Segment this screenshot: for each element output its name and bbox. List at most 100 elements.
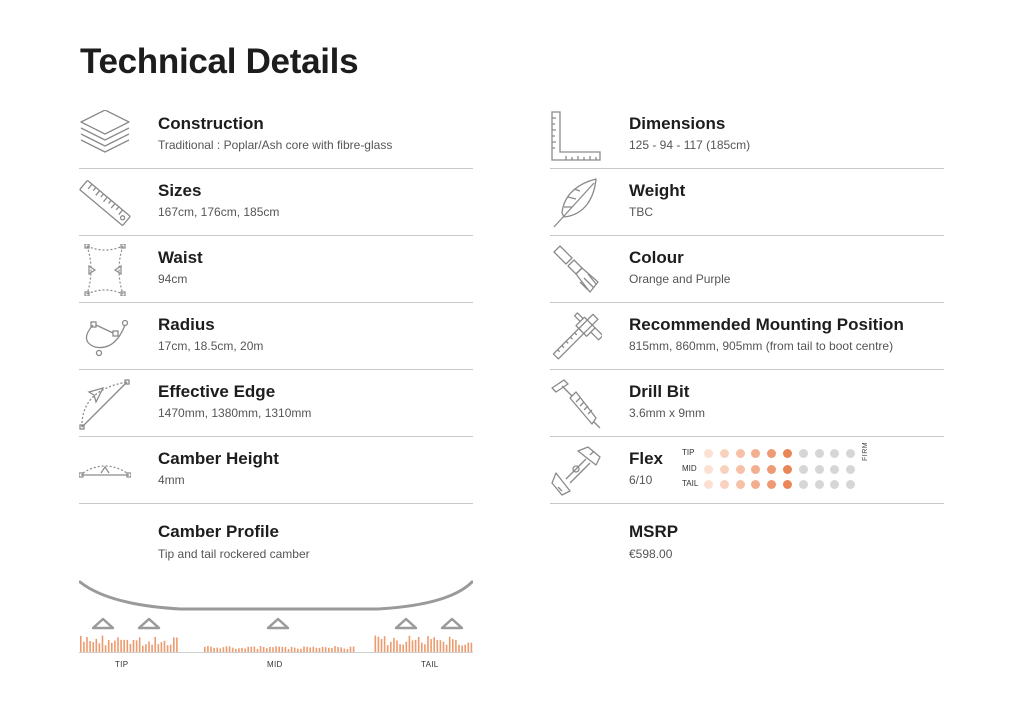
pressure-bar — [154, 636, 156, 652]
pressure-bar — [393, 637, 395, 652]
pressure-bar — [92, 642, 94, 652]
spec-row-construction: Construction Traditional : Poplar/Ash co… — [79, 102, 473, 169]
flex-dot — [751, 480, 761, 489]
spec-label: Colour — [629, 248, 684, 267]
flex-row-label: MID — [682, 463, 697, 473]
spec-label: Construction — [158, 114, 264, 133]
spec-value: 815mm, 860mm, 905mm (from tail to boot c… — [629, 339, 894, 353]
pressure-bar — [238, 648, 240, 652]
spec-row-camber-profile: Camber Profile Tip and tail rockered cam… — [79, 504, 473, 584]
flex-row-label: TIP — [682, 448, 695, 457]
pressure-bar — [470, 642, 473, 652]
pressure-bar — [204, 646, 206, 652]
pressure-bar — [346, 648, 349, 652]
pressure-bar — [417, 637, 420, 652]
spec-label: Flex — [629, 449, 664, 468]
pressure-bar — [225, 646, 228, 652]
flex-dot — [751, 449, 761, 458]
spec-value: 4mm — [158, 473, 185, 487]
drill-bit-icon — [550, 378, 602, 430]
pressure-bar — [300, 648, 302, 652]
spec-value: 125 - 94 - 117 (185cm) — [629, 138, 751, 152]
pressure-bar — [421, 642, 423, 652]
layers-icon — [79, 110, 131, 162]
waist-icon — [79, 244, 131, 296]
pressure-bar — [107, 639, 110, 652]
pressure-bar — [126, 639, 129, 652]
spec-row-colour: Colour Orange and Purple — [550, 236, 944, 303]
pressure-bar — [272, 647, 274, 652]
camber-icon — [79, 445, 131, 497]
pressure-bar — [349, 646, 352, 652]
pressure-bar — [163, 640, 166, 652]
pressure-bar — [157, 644, 160, 652]
right-spec-column: Dimensions 125 - 94 - 117 (185cm) Weight… — [550, 102, 944, 584]
pressure-bar — [266, 648, 268, 652]
pressure-bar — [111, 642, 113, 652]
pressure-bar — [287, 649, 290, 652]
pressure-bar — [132, 639, 135, 652]
pressure-bar — [269, 647, 271, 652]
spec-value: 6/10 — [629, 473, 653, 487]
pressure-bar — [448, 636, 451, 652]
flex-dot — [735, 449, 745, 458]
spec-row-drill-bit: Drill Bit 3.6mm x 9mm — [550, 370, 944, 437]
flex-dot — [767, 464, 777, 474]
flex-dot — [719, 449, 729, 458]
pressure-bar — [117, 637, 119, 652]
flex-dot — [830, 464, 840, 474]
flex-dot — [735, 464, 745, 474]
spec-row-flex: Flex 6/10 TIP MID TAIL FIRM — [550, 437, 944, 504]
spec-label: Dimensions — [629, 114, 726, 133]
flex-dot — [846, 464, 856, 474]
pressure-bar — [231, 647, 234, 652]
spec-row-weight: Weight TBC — [550, 169, 944, 236]
flex-end-label: FIRM — [862, 441, 869, 461]
pressure-bar — [306, 646, 308, 652]
pressure-bar — [433, 637, 435, 652]
pressure-bar — [241, 647, 243, 652]
pressure-bar — [222, 647, 225, 652]
pressure-bar — [452, 639, 454, 652]
zone-label-mid: MID — [267, 660, 283, 669]
pressure-bar — [312, 646, 315, 652]
pressure-bar — [256, 648, 259, 652]
pressure-bar — [297, 648, 299, 652]
flex-dot — [814, 449, 824, 458]
pressure-bar — [439, 640, 442, 652]
spec-value: 3.6mm x 9mm — [629, 406, 706, 420]
page-title: Technical Details — [80, 42, 359, 81]
pressure-bar — [176, 637, 178, 652]
spec-label: Waist — [158, 248, 203, 267]
spec-value: Orange and Purple — [629, 272, 731, 286]
pressure-bar — [396, 640, 398, 652]
pressure-bar — [83, 641, 85, 652]
pressure-bar — [383, 636, 386, 652]
pressure-bar — [464, 644, 466, 652]
pressure-bar — [135, 640, 138, 652]
flex-dot — [751, 464, 761, 474]
flex-dot — [767, 449, 777, 458]
pressure-bar — [120, 639, 122, 652]
pressure-bar — [253, 646, 256, 652]
spec-row-radius: Radius 17cm, 18.5cm, 20m — [79, 303, 473, 370]
spec-label: Camber Height — [158, 449, 279, 468]
pressure-bar — [250, 646, 253, 652]
spec-label: Radius — [158, 315, 215, 334]
pressure-bar — [148, 641, 150, 652]
spec-label: MSRP — [629, 522, 679, 541]
spec-label: Drill Bit — [629, 382, 690, 401]
flex-dot — [735, 480, 745, 489]
pressure-bar — [467, 642, 470, 652]
pressure-bar — [411, 640, 414, 652]
spec-label: Recommended Mounting Position — [629, 315, 904, 334]
spec-label: Camber Profile — [158, 522, 279, 541]
pressure-bar — [89, 641, 91, 652]
pressure-bar — [445, 644, 448, 652]
spec-label: Weight — [629, 181, 686, 200]
pressure-bar — [138, 637, 141, 652]
pressure-bar — [442, 641, 445, 652]
pressure-bar — [169, 644, 172, 652]
spec-row-camber-height: Camber Height 4mm — [79, 437, 473, 504]
pressure-bar — [207, 646, 209, 652]
